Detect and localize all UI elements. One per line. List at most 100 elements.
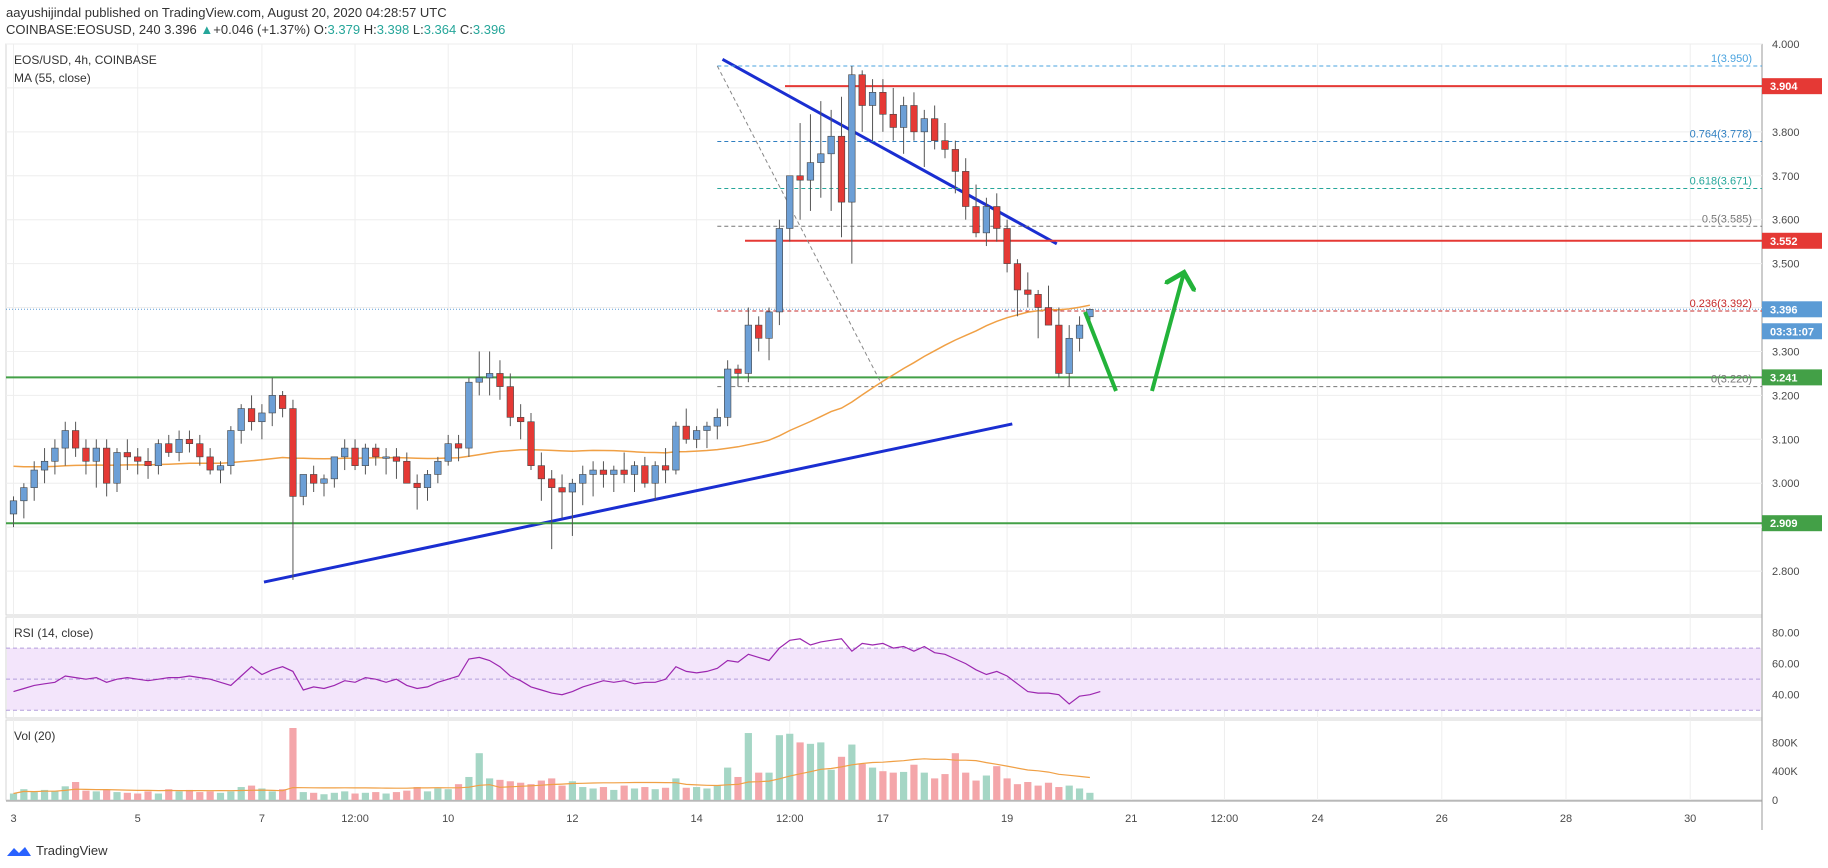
volume-bar xyxy=(1044,782,1053,800)
volume-bar xyxy=(134,793,142,800)
candle xyxy=(268,377,276,427)
publisher-name[interactable]: aayushijindal xyxy=(6,5,82,20)
time-tick: 12 xyxy=(566,813,578,825)
volume-bar xyxy=(1065,785,1073,800)
candle xyxy=(382,448,390,475)
up-arrow-icon: ▲ xyxy=(200,22,214,37)
publish-info: published on TradingView.com, August 20,… xyxy=(84,5,447,20)
volume-bar xyxy=(703,788,711,800)
ma55-line xyxy=(13,304,1091,468)
price-tick: 3.200 xyxy=(1772,390,1800,402)
volume-bar xyxy=(868,767,877,800)
svg-text:3.904: 3.904 xyxy=(1770,81,1798,93)
candle xyxy=(951,140,959,194)
volume-bar xyxy=(1003,778,1011,800)
volume-bar xyxy=(465,776,473,800)
volume-tick: 400K xyxy=(1772,766,1798,778)
fib-level-label: 0.764(3.778) xyxy=(1690,129,1752,141)
candle xyxy=(403,452,411,484)
volume-bar xyxy=(734,776,742,800)
candle xyxy=(434,456,442,484)
candle xyxy=(879,79,887,132)
volume-bar xyxy=(910,764,918,800)
volume-bar xyxy=(713,785,721,800)
volume-bar xyxy=(962,772,970,800)
volume-bar xyxy=(920,772,928,800)
price-tick: 4.000 xyxy=(1772,39,1800,51)
candle xyxy=(20,483,28,519)
volume-bar xyxy=(310,792,318,800)
candle xyxy=(537,452,545,501)
high-value: 3.398 xyxy=(376,22,410,37)
candle xyxy=(579,465,587,506)
time-tick: 3 xyxy=(10,813,16,825)
open-value: 3.379 xyxy=(327,22,361,37)
candle xyxy=(775,219,783,326)
price-badge: 2.909 xyxy=(1762,515,1822,532)
candle xyxy=(755,316,763,352)
volume-bar xyxy=(444,789,452,800)
volume-bar xyxy=(123,792,131,800)
candle xyxy=(185,430,194,453)
volume-bar xyxy=(268,791,276,800)
volume-bar xyxy=(972,780,980,800)
volume-bar xyxy=(900,771,908,800)
candle xyxy=(1013,259,1022,317)
candle xyxy=(806,114,815,211)
footer: TradingView xyxy=(6,843,108,858)
rsi-pane xyxy=(6,638,1762,711)
volume-bar xyxy=(661,787,670,800)
volume-ma-line xyxy=(13,758,1090,795)
candle xyxy=(196,434,204,466)
candle xyxy=(40,448,49,484)
volume-bar xyxy=(61,786,69,800)
volume-bar xyxy=(227,791,235,800)
svg-text:3.552: 3.552 xyxy=(1770,236,1798,248)
candle xyxy=(630,461,639,493)
time-tick: 12:00 xyxy=(1211,813,1239,825)
volume-bar xyxy=(517,782,525,800)
volume-bar xyxy=(931,778,939,800)
main-pane-title: EOS/USD, 4h, COINBASE xyxy=(14,53,157,67)
candle xyxy=(496,360,504,400)
time-tick: 17 xyxy=(877,813,889,825)
volume-bar xyxy=(154,793,162,800)
price-badge: 3.552 xyxy=(1762,232,1822,249)
rsi-tick: 40.00 xyxy=(1772,690,1800,702)
volume-bar xyxy=(258,788,266,800)
candle xyxy=(692,426,701,449)
candle xyxy=(817,101,825,198)
volume-bar xyxy=(20,789,28,800)
candle xyxy=(713,408,721,440)
axes: 4.0003.9003.8003.7003.6003.5003.4003.300… xyxy=(10,39,1799,825)
brand-name[interactable]: TradingView xyxy=(36,843,108,858)
candle xyxy=(310,465,318,493)
candle xyxy=(82,439,90,475)
candle xyxy=(1044,285,1053,326)
candle xyxy=(361,443,370,475)
chart-canvas[interactable]: 1(3.950) 0.764(3.778) 0.618(3.671) 0.5(3.58… xyxy=(0,0,1828,840)
candle xyxy=(165,434,173,457)
chart-header: aayushijindal published on TradingView.c… xyxy=(6,4,505,38)
price-badge: 3.904 xyxy=(1762,78,1822,95)
volume-bar xyxy=(185,789,194,800)
price-badge: 3.241 xyxy=(1762,369,1822,386)
svg-text:3.396: 3.396 xyxy=(1770,304,1798,316)
candle xyxy=(827,109,835,211)
fib-level-label: 1(3.950) xyxy=(1711,53,1752,65)
candle xyxy=(910,92,918,141)
volume-bar xyxy=(579,787,587,800)
candle xyxy=(558,474,566,519)
rsi-line xyxy=(13,638,1101,705)
volume-bar xyxy=(175,791,183,800)
time-tick: 19 xyxy=(1001,813,1013,825)
time-tick: 28 xyxy=(1560,813,1572,825)
volume-bar xyxy=(51,791,59,800)
candle xyxy=(103,439,111,497)
volume-bar xyxy=(165,789,173,800)
forecast-arrows xyxy=(1083,272,1184,392)
volume-bar xyxy=(289,728,297,800)
candle xyxy=(610,465,618,493)
fib-level-label: 0.5(3.585) xyxy=(1702,213,1752,225)
candle xyxy=(175,430,183,462)
